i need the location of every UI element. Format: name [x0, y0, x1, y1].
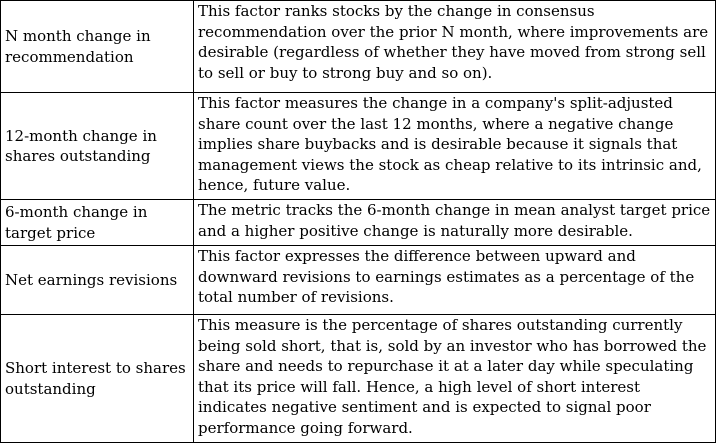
factor-description-cell: This measure is the percentage of shares… — [193, 314, 716, 443]
factor-name-cell: Net earnings revisions — [0, 245, 194, 315]
factor-name-cell: Short interest to shares outstanding — [0, 314, 194, 443]
table-row: N month change in recommendation This fa… — [0, 0, 716, 93]
factor-name-cell: N month change in recommendation — [0, 0, 194, 93]
factor-description-cell: This factor expresses the difference bet… — [193, 245, 716, 315]
factor-name-cell: 12-month change in shares outstanding — [0, 92, 194, 200]
factor-description-cell: This factor ranks stocks by the change i… — [193, 0, 716, 93]
table-row: 12-month change in shares outstanding Th… — [0, 92, 716, 200]
table-row: Short interest to shares outstanding Thi… — [0, 314, 716, 443]
table-row: Net earnings revisions This factor expre… — [0, 245, 716, 315]
factor-description-cell: This factor measures the change in a com… — [193, 92, 716, 200]
table-row: 6-month change in target price The metri… — [0, 199, 716, 246]
factor-name-cell: 6-month change in target price — [0, 199, 194, 246]
factor-description-cell: The metric tracks the 6-month change in … — [193, 199, 716, 246]
